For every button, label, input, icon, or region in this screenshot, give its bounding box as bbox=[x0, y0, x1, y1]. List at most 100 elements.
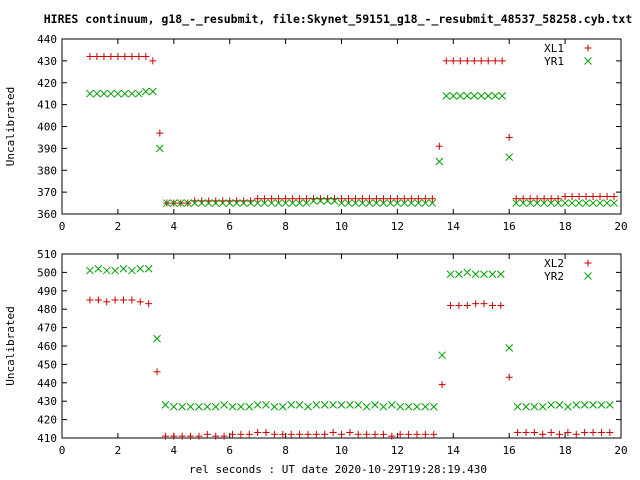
data-point-yr1 bbox=[135, 89, 143, 98]
data-point-yr2 bbox=[505, 343, 514, 352]
data-point-yr1 bbox=[225, 199, 234, 207]
data-point-xl2 bbox=[262, 428, 270, 436]
data-point-xl1 bbox=[568, 193, 576, 200]
data-point-yr2 bbox=[178, 402, 187, 411]
y-tick-label: 480 bbox=[37, 303, 57, 316]
data-point-yr1 bbox=[596, 199, 604, 207]
data-point-yr1 bbox=[351, 199, 360, 207]
data-point-xl2 bbox=[463, 302, 471, 310]
data-point-yr2 bbox=[128, 266, 136, 275]
data-point-xl2 bbox=[170, 432, 178, 440]
data-point-xl1 bbox=[268, 195, 276, 203]
data-point-xl1 bbox=[540, 195, 548, 203]
data-point-yr1 bbox=[253, 199, 262, 207]
data-point-yr2 bbox=[161, 401, 170, 409]
data-point-xl1 bbox=[114, 53, 122, 60]
data-point-yr2 bbox=[346, 401, 354, 409]
data-point-xl1 bbox=[575, 193, 583, 200]
data-point-xl2 bbox=[161, 432, 169, 440]
data-point-xl1 bbox=[561, 193, 569, 200]
data-point-xl2 bbox=[111, 296, 119, 304]
x-tick-label: 0 bbox=[59, 220, 66, 233]
data-point-yr1 bbox=[582, 199, 590, 207]
x-tick-label: 16 bbox=[503, 220, 516, 233]
data-point-yr1 bbox=[281, 199, 290, 207]
y-tick-label: 470 bbox=[37, 322, 57, 335]
data-point-xl2 bbox=[547, 428, 555, 436]
data-point-yr1 bbox=[295, 199, 304, 207]
data-point-yr1 bbox=[526, 199, 535, 207]
data-point-yr1 bbox=[589, 199, 597, 207]
data-point-yr2 bbox=[203, 402, 212, 411]
data-point-yr1 bbox=[505, 153, 514, 161]
data-point-xl1 bbox=[526, 195, 534, 203]
data-point-yr1 bbox=[128, 89, 136, 98]
data-point-xl2 bbox=[421, 430, 429, 438]
data-point-yr1 bbox=[197, 199, 206, 207]
data-point-yr1 bbox=[575, 199, 583, 207]
data-point-xl2 bbox=[388, 432, 396, 440]
data-point-yr1 bbox=[141, 87, 150, 96]
data-point-yr1 bbox=[428, 199, 437, 207]
data-point-yr1 bbox=[309, 197, 318, 205]
data-point-xl2 bbox=[606, 428, 614, 436]
data-point-yr2 bbox=[94, 264, 103, 273]
data-point-xl2 bbox=[119, 296, 127, 304]
legend-marker-xl2 bbox=[584, 259, 592, 267]
data-point-xl2 bbox=[270, 430, 278, 438]
data-point-xl2 bbox=[195, 432, 203, 440]
data-point-xl1 bbox=[407, 195, 415, 203]
data-point-yr1 bbox=[519, 199, 528, 207]
data-point-xl1 bbox=[121, 53, 129, 60]
data-point-yr2 bbox=[169, 402, 178, 411]
data-point-yr2 bbox=[262, 401, 270, 409]
data-point-yr2 bbox=[253, 401, 262, 409]
data-point-xl1 bbox=[512, 195, 520, 203]
y-tick-label: 380 bbox=[37, 164, 57, 177]
x-axis-label: rel seconds : UT date 2020-10-29T19:28:1… bbox=[189, 463, 487, 476]
data-point-xl2 bbox=[556, 430, 564, 438]
data-point-xl1 bbox=[386, 195, 394, 203]
data-point-yr1 bbox=[330, 197, 339, 205]
data-point-yr1 bbox=[456, 92, 465, 100]
data-point-xl1 bbox=[603, 193, 611, 200]
data-point-yr2 bbox=[237, 402, 245, 411]
data-point-xl1 bbox=[275, 195, 283, 203]
data-point-xl1 bbox=[470, 57, 478, 65]
y-tick-label: 400 bbox=[37, 121, 57, 134]
x-tick-label: 18 bbox=[558, 220, 571, 233]
data-point-yr1 bbox=[86, 89, 94, 98]
data-point-xl1 bbox=[156, 129, 164, 137]
data-point-yr2 bbox=[186, 402, 195, 411]
data-point-yr1 bbox=[114, 89, 122, 98]
data-point-xl2 bbox=[572, 430, 580, 438]
data-point-yr1 bbox=[512, 199, 521, 207]
y-tick-label: 490 bbox=[37, 285, 57, 298]
data-point-yr2 bbox=[513, 402, 522, 411]
data-point-xl1 bbox=[449, 57, 457, 65]
data-point-yr2 bbox=[396, 402, 405, 411]
data-point-xl2 bbox=[354, 430, 362, 438]
data-point-xl1 bbox=[414, 195, 422, 203]
data-point-xl1 bbox=[505, 133, 513, 141]
data-point-yr2 bbox=[278, 402, 287, 411]
data-point-xl2 bbox=[178, 432, 186, 440]
data-point-xl2 bbox=[455, 302, 463, 310]
data-point-xl1 bbox=[484, 57, 492, 65]
data-point-yr2 bbox=[530, 402, 539, 411]
data-point-yr2 bbox=[580, 401, 589, 409]
data-point-xl1 bbox=[372, 195, 380, 203]
data-point-yr2 bbox=[195, 402, 203, 411]
data-point-xl1 bbox=[261, 195, 269, 203]
data-point-xl1 bbox=[596, 193, 604, 200]
data-point-yr1 bbox=[344, 199, 353, 207]
data-point-yr1 bbox=[169, 199, 178, 207]
data-point-xl1 bbox=[400, 195, 408, 203]
x-tick-label: 4 bbox=[170, 444, 177, 457]
data-point-yr1 bbox=[554, 199, 562, 207]
data-point-xl2 bbox=[228, 430, 236, 438]
data-point-yr1 bbox=[491, 92, 500, 100]
series-yr1 bbox=[86, 87, 618, 207]
data-point-yr2 bbox=[228, 402, 237, 411]
x-tick-label: 6 bbox=[226, 220, 233, 233]
